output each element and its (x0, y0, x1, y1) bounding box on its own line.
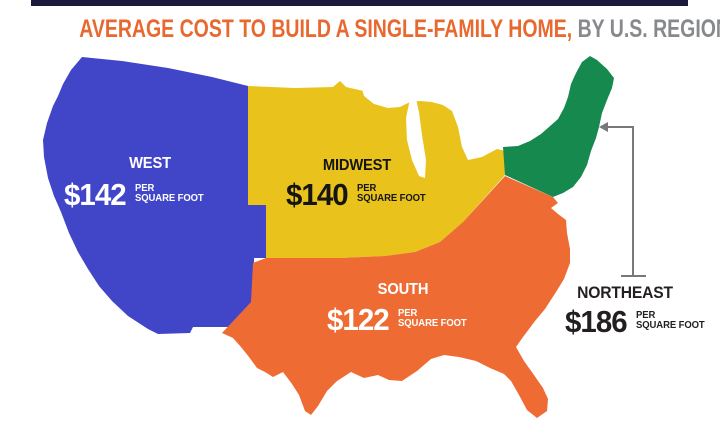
midwest-price-unit: PER SQUARE FOOT (356, 183, 426, 204)
region-south-price: $122 PER SQUARE FOOT (327, 302, 470, 337)
region-midwest-label: MIDWEST (322, 157, 392, 174)
region-northeast-shape (503, 56, 614, 197)
region-midwest-shape (248, 81, 505, 258)
lake-michigan-shape (406, 99, 426, 178)
callout-arrow-icon (599, 122, 608, 132)
region-south-label: SOUTH (377, 281, 429, 298)
northeast-callout-line (604, 126, 646, 277)
title-suffix: BY U.S. REGION (572, 15, 720, 43)
top-border-bar (31, 0, 688, 6)
midwest-price-value: $140 (286, 177, 349, 212)
region-northeast-label: NORTHEAST (577, 283, 673, 302)
title-main: AVERAGE COST TO BUILD A SINGLE-FAMILY HO… (79, 15, 573, 43)
region-south-shape (222, 176, 570, 418)
region-northeast-price: $186 PER SQUARE FOOT (565, 304, 708, 339)
northeast-price-unit: PER SQUARE FOOT (635, 310, 705, 331)
west-price-unit: PER SQUARE FOOT (134, 183, 204, 204)
west-price-value: $142 (64, 177, 127, 212)
region-west-shape (43, 57, 266, 334)
region-west-label: WEST (129, 155, 171, 172)
south-price-unit: PER SQUARE FOOT (397, 308, 467, 329)
page-title: AVERAGE COST TO BUILD A SINGLE-FAMILY HO… (79, 14, 720, 44)
northeast-price-value: $186 (565, 304, 628, 339)
south-price-value: $122 (327, 302, 390, 337)
region-west-price: $142 PER SQUARE FOOT (64, 177, 207, 212)
region-midwest-price: $140 PER SQUARE FOOT (286, 177, 429, 212)
